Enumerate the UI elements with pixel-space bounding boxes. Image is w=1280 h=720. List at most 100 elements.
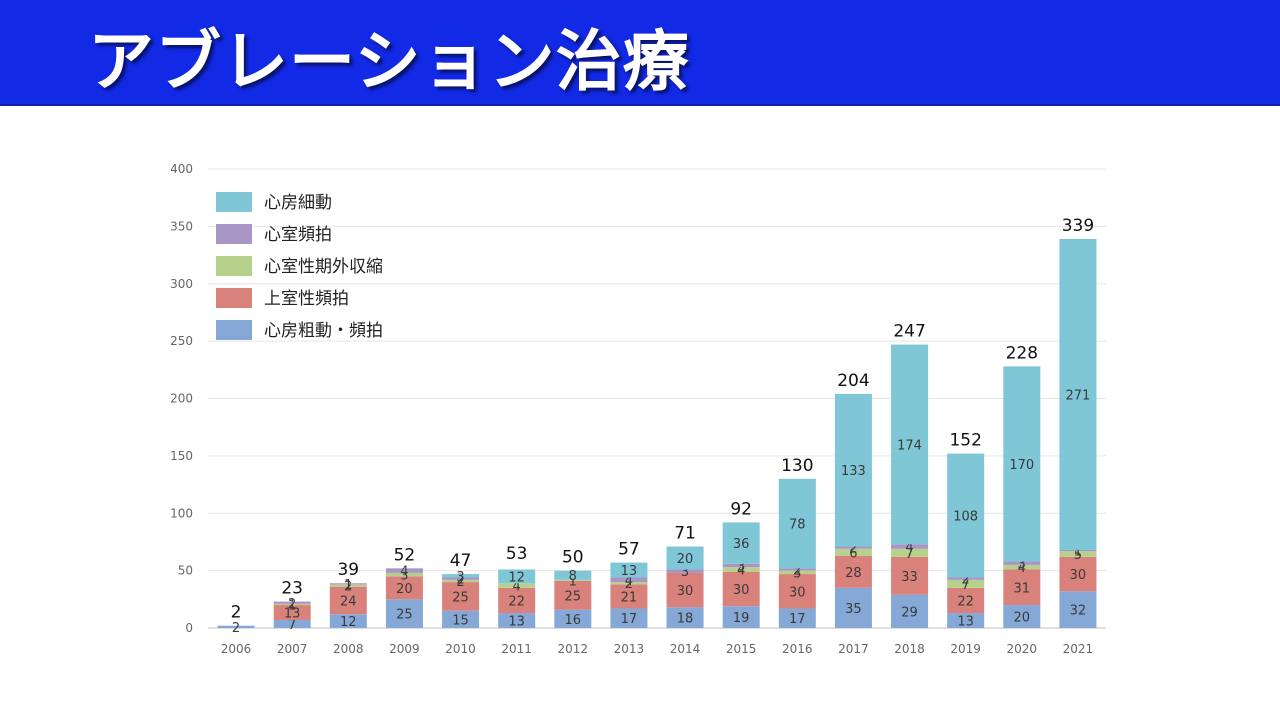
data-label: 1 bbox=[569, 574, 577, 589]
data-label: 2 bbox=[288, 597, 296, 612]
bar-segment bbox=[834, 555, 872, 588]
data-label: 1 bbox=[344, 578, 352, 593]
total-label: 2 bbox=[231, 603, 242, 623]
bar-segment bbox=[1059, 549, 1097, 552]
data-label: 3 bbox=[793, 566, 801, 581]
bar-segment bbox=[722, 563, 760, 568]
x-tick-label: 2014 bbox=[670, 642, 701, 656]
bar-segment bbox=[722, 606, 760, 628]
x-tick-label: 2011 bbox=[501, 642, 532, 656]
data-label: 12 bbox=[340, 615, 357, 630]
y-tick-label: 150 bbox=[170, 449, 193, 463]
bar-segment bbox=[1059, 591, 1097, 628]
bar-segment bbox=[834, 587, 872, 628]
data-label: 25 bbox=[396, 608, 413, 623]
bar-segment bbox=[498, 569, 536, 584]
x-tick-label: 2016 bbox=[782, 642, 813, 656]
total-label: 71 bbox=[674, 524, 696, 544]
data-label: 24 bbox=[340, 594, 357, 609]
bar-segment bbox=[834, 546, 872, 549]
data-label: 4 bbox=[737, 563, 745, 578]
data-label: 2 bbox=[456, 573, 464, 588]
total-label: 92 bbox=[730, 499, 752, 519]
bar-segment bbox=[442, 579, 480, 583]
data-label: 3 bbox=[1018, 557, 1026, 572]
bar-segment bbox=[666, 572, 704, 608]
data-label: 3 bbox=[737, 559, 745, 574]
data-label: 17 bbox=[789, 612, 806, 627]
bar-segment bbox=[273, 619, 311, 628]
y-tick-label: 250 bbox=[170, 334, 193, 348]
data-label: 30 bbox=[1070, 568, 1087, 583]
legend-label: 心房細動 bbox=[264, 193, 332, 213]
bar-segment bbox=[554, 580, 592, 610]
data-label: 30 bbox=[789, 585, 806, 600]
bar-segment bbox=[947, 577, 985, 580]
bar-segment bbox=[554, 579, 592, 581]
legend-label: 上室性頻拍 bbox=[264, 289, 349, 309]
data-label: 30 bbox=[733, 583, 750, 598]
y-tick-label: 400 bbox=[170, 162, 193, 176]
x-tick-label: 2007 bbox=[277, 642, 308, 656]
bar-segment bbox=[442, 577, 480, 580]
data-label: 25 bbox=[452, 590, 469, 605]
data-label: 2 bbox=[625, 577, 633, 592]
legend-label: 心室性期外収縮 bbox=[264, 257, 383, 277]
x-tick-label: 2006 bbox=[221, 642, 252, 656]
bar-segment bbox=[554, 570, 592, 580]
legend-swatch bbox=[216, 192, 252, 212]
bar-segment bbox=[722, 522, 760, 564]
bar-segment bbox=[610, 582, 648, 585]
bar-segment bbox=[329, 584, 367, 587]
total-label: 130 bbox=[781, 456, 813, 476]
bar-segment bbox=[1003, 569, 1041, 606]
bar-segment bbox=[610, 577, 648, 583]
data-label: 21 bbox=[621, 590, 638, 605]
data-label: 1 bbox=[288, 598, 296, 613]
data-label: 13 bbox=[621, 564, 638, 579]
total-label: 339 bbox=[1062, 216, 1094, 236]
data-label: 31 bbox=[1014, 581, 1031, 596]
data-label: 13 bbox=[284, 607, 301, 622]
x-tick-label: 2019 bbox=[950, 642, 981, 656]
data-label: 3 bbox=[681, 565, 689, 580]
data-label: 4 bbox=[400, 565, 408, 580]
data-label: 4 bbox=[625, 574, 633, 589]
data-label: 5 bbox=[1074, 548, 1082, 563]
x-tick-label: 2012 bbox=[558, 642, 589, 656]
data-label: 13 bbox=[508, 615, 525, 630]
total-label: 57 bbox=[618, 540, 640, 560]
bar-segment bbox=[442, 574, 480, 578]
legend-swatch bbox=[216, 288, 252, 308]
y-tick-label: 300 bbox=[170, 277, 193, 291]
bar-segment bbox=[610, 608, 648, 628]
legend-label: 心室頻拍 bbox=[264, 225, 332, 245]
x-tick-label: 2020 bbox=[1007, 642, 1038, 656]
bar-segment bbox=[329, 586, 367, 615]
total-label: 53 bbox=[506, 544, 528, 564]
data-label: 17 bbox=[621, 612, 638, 627]
data-label: 7 bbox=[962, 578, 970, 593]
bar-segment bbox=[666, 607, 704, 628]
data-label: 108 bbox=[953, 510, 978, 525]
bar-segment bbox=[722, 567, 760, 572]
data-label: 174 bbox=[897, 438, 922, 453]
data-label: 22 bbox=[508, 594, 525, 609]
data-label: 4 bbox=[1018, 561, 1026, 576]
data-label: 8 bbox=[569, 569, 577, 584]
data-label: 22 bbox=[957, 594, 974, 609]
bar-segment bbox=[834, 548, 872, 556]
bar-segment bbox=[1059, 238, 1097, 550]
data-label: 32 bbox=[1070, 604, 1087, 619]
bar-segment bbox=[273, 601, 311, 604]
bar-segment bbox=[1059, 551, 1097, 557]
bar-segment bbox=[442, 610, 480, 628]
bar-segment bbox=[329, 583, 367, 585]
data-label: 4 bbox=[513, 580, 521, 595]
x-tick-label: 2021 bbox=[1063, 642, 1094, 656]
bar-segment bbox=[442, 582, 480, 611]
data-label: 271 bbox=[1066, 388, 1091, 403]
data-label: 36 bbox=[733, 537, 750, 552]
bar-segment bbox=[891, 344, 929, 545]
